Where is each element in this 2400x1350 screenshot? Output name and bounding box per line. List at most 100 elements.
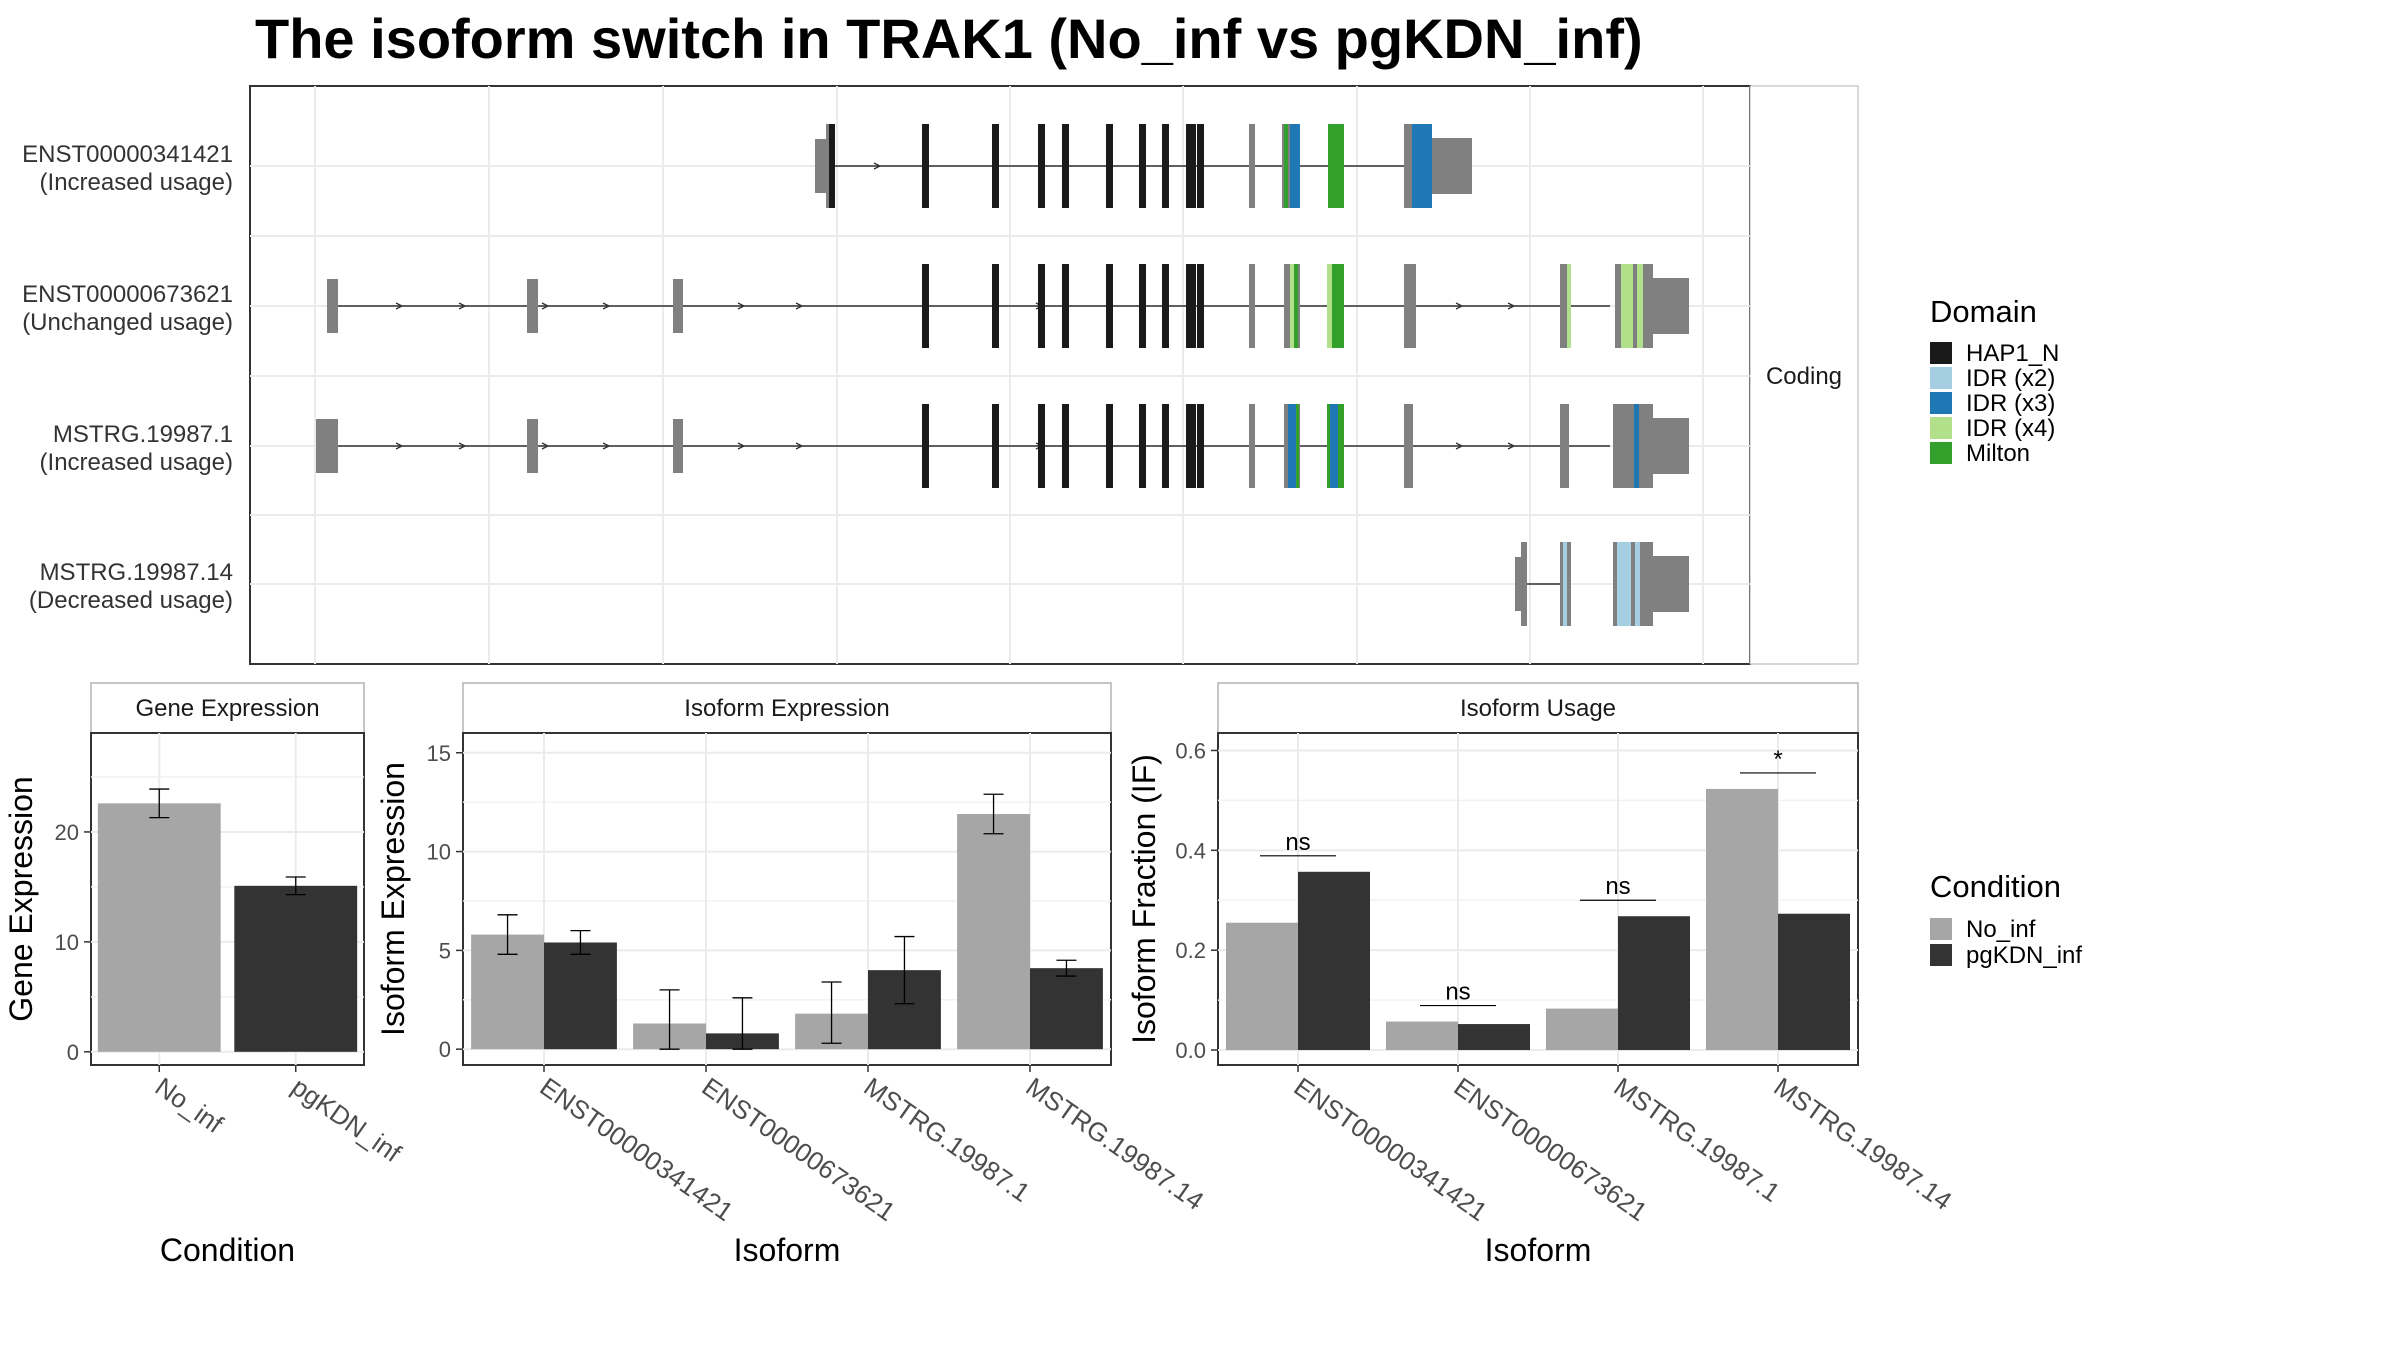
exon <box>1186 404 1193 488</box>
exon <box>1563 542 1567 626</box>
exon <box>1521 542 1527 626</box>
y-axis-title: Isoform Fraction (IF) <box>1126 754 1162 1044</box>
x-axis-title: Condition <box>160 1232 295 1268</box>
condition-legend-title: Condition <box>1930 869 2061 904</box>
exon <box>1139 124 1146 208</box>
exon <box>1106 124 1113 208</box>
significance-label: ns <box>1445 979 1470 1006</box>
condition-legend-key <box>1930 918 1952 940</box>
facet-strip-label: Isoform Usage <box>1460 695 1616 722</box>
exon <box>527 419 538 473</box>
exon <box>1560 404 1569 488</box>
isoform-label-usage: (Increased usage) <box>40 169 233 196</box>
exon <box>1197 264 1204 348</box>
exon <box>1162 404 1169 488</box>
intron-arrow <box>395 302 404 310</box>
exon <box>1106 404 1113 488</box>
intron-arrow <box>737 302 746 310</box>
intron-arrow <box>873 162 882 170</box>
exon <box>1197 124 1204 208</box>
y-tick-label: 15 <box>427 741 451 766</box>
exon <box>1653 556 1689 612</box>
x-axis-title: Isoform <box>1485 1232 1592 1268</box>
y-axis-title: Gene Expression <box>3 776 39 1021</box>
condition-legend-label: No_inf <box>1966 916 2036 943</box>
condition-legend-label: pgKDN_inf <box>1966 942 2082 969</box>
y-tick-label: 0.4 <box>1175 838 1206 863</box>
exon <box>1330 404 1338 488</box>
exon <box>922 264 929 348</box>
exon <box>1249 124 1255 208</box>
intron-arrow <box>737 442 746 450</box>
facet-strip <box>90 682 365 734</box>
exon <box>815 139 826 193</box>
exon <box>1637 264 1643 348</box>
exon <box>1062 404 1069 488</box>
domain-legend-label: IDR (x2) <box>1966 365 2055 392</box>
facet-strip <box>462 682 1112 734</box>
exon <box>1328 124 1344 208</box>
exon <box>1062 264 1069 348</box>
exon <box>1515 557 1521 611</box>
domain-legend-label: IDR (x3) <box>1966 390 2055 417</box>
exon <box>1404 264 1416 348</box>
exon <box>1290 124 1300 208</box>
bar <box>1546 1008 1618 1051</box>
isoform-label-id: MSTRG.19987.14 <box>40 559 233 586</box>
intron-arrow <box>1455 302 1464 310</box>
facet-strip <box>1217 682 1859 734</box>
exon <box>1635 542 1640 626</box>
domain-legend-key <box>1930 342 1952 364</box>
x-tick-label: MSTRG.19987.1 <box>859 1071 1036 1207</box>
exon <box>922 404 929 488</box>
isoform-label-usage: (Decreased usage) <box>29 587 233 614</box>
bar <box>1030 968 1103 1050</box>
condition-legend-key <box>1930 944 1952 966</box>
exon <box>1186 264 1193 348</box>
exon <box>1634 404 1639 488</box>
y-tick-label: 0 <box>439 1037 451 1062</box>
exon <box>1197 404 1204 488</box>
x-tick-label: pgKDN_inf <box>286 1071 407 1168</box>
exon <box>1621 264 1633 348</box>
intron-arrow <box>795 442 804 450</box>
facet-strip-label: Gene Expression <box>135 695 319 722</box>
isoform-label-id: MSTRG.19987.1 <box>53 421 233 448</box>
y-axis-title: Isoform Expression <box>375 762 411 1036</box>
intron-arrow <box>795 302 804 310</box>
exon <box>1645 264 1653 348</box>
exon <box>673 279 683 333</box>
domain-legend-title: Domain <box>1930 294 2037 329</box>
bar <box>1298 871 1370 1051</box>
exon <box>992 264 999 348</box>
exon <box>527 279 538 333</box>
exon <box>1560 264 1568 348</box>
x-tick-label: No_inf <box>150 1071 229 1139</box>
exon <box>1294 264 1298 348</box>
domain-legend-key <box>1930 417 1952 439</box>
exon <box>1062 124 1069 208</box>
exon <box>1162 124 1169 208</box>
y-tick-label: 5 <box>439 938 451 963</box>
intron-arrow <box>395 442 404 450</box>
exon <box>1412 124 1432 208</box>
exon <box>922 124 929 208</box>
intron-arrow <box>602 302 611 310</box>
bar <box>957 814 1030 1050</box>
y-tick-label: 0.2 <box>1175 938 1206 963</box>
exon <box>316 419 338 473</box>
y-tick-label: 10 <box>427 840 451 865</box>
exon <box>1296 404 1299 488</box>
exon <box>1249 404 1255 488</box>
isoform-label-id: ENST00000673621 <box>22 281 233 308</box>
exon <box>327 279 338 333</box>
intron-arrow <box>1507 302 1516 310</box>
significance-label: ns <box>1605 873 1630 900</box>
isoform-label-id: ENST00000341421 <box>22 141 233 168</box>
structure-facet-label: Coding <box>1766 363 1842 390</box>
exon <box>1567 264 1571 348</box>
exon <box>1193 404 1196 488</box>
exon <box>992 404 999 488</box>
domain-legend-label: IDR (x4) <box>1966 415 2055 442</box>
exon <box>1162 264 1169 348</box>
